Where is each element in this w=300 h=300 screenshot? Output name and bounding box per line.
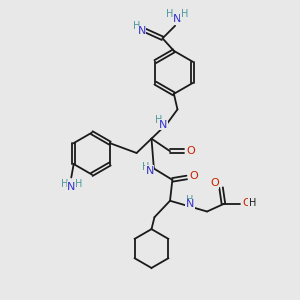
Text: O: O bbox=[187, 146, 195, 156]
Text: O: O bbox=[242, 198, 251, 208]
Text: N: N bbox=[67, 182, 76, 192]
Text: H: H bbox=[75, 179, 82, 189]
Text: N: N bbox=[186, 199, 194, 209]
Text: H: H bbox=[186, 195, 194, 205]
Text: H: H bbox=[142, 162, 149, 172]
Text: N: N bbox=[146, 166, 154, 176]
Text: H: H bbox=[249, 198, 256, 208]
Text: H: H bbox=[181, 9, 188, 20]
Text: H: H bbox=[166, 9, 173, 20]
Text: H: H bbox=[61, 179, 68, 189]
Text: O: O bbox=[189, 171, 198, 181]
Text: O: O bbox=[210, 178, 219, 188]
Text: N: N bbox=[159, 120, 167, 130]
Text: N: N bbox=[137, 26, 146, 36]
Text: H: H bbox=[133, 21, 140, 32]
Text: H: H bbox=[155, 115, 162, 125]
Text: N: N bbox=[172, 14, 181, 24]
